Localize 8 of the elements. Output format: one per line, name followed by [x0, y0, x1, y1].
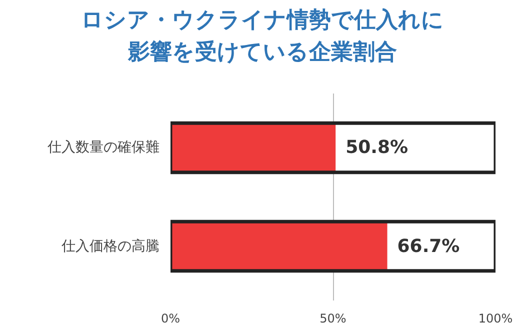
- data-label: 50.8%: [346, 137, 408, 158]
- chart-title: ロシア・ウクライナ情勢で仕入れに影響を受けている企業割合: [80, 7, 445, 67]
- x-tick-label: 0%: [160, 312, 180, 325]
- y-tick-label: 仕入数量の確保難: [46, 140, 160, 156]
- data-label: 66.7%: [397, 236, 460, 257]
- x-tick-label: 100%: [478, 312, 513, 325]
- y-tick-label: 仕入価格の高騰: [60, 238, 160, 254]
- x-tick-label: 50%: [320, 312, 346, 325]
